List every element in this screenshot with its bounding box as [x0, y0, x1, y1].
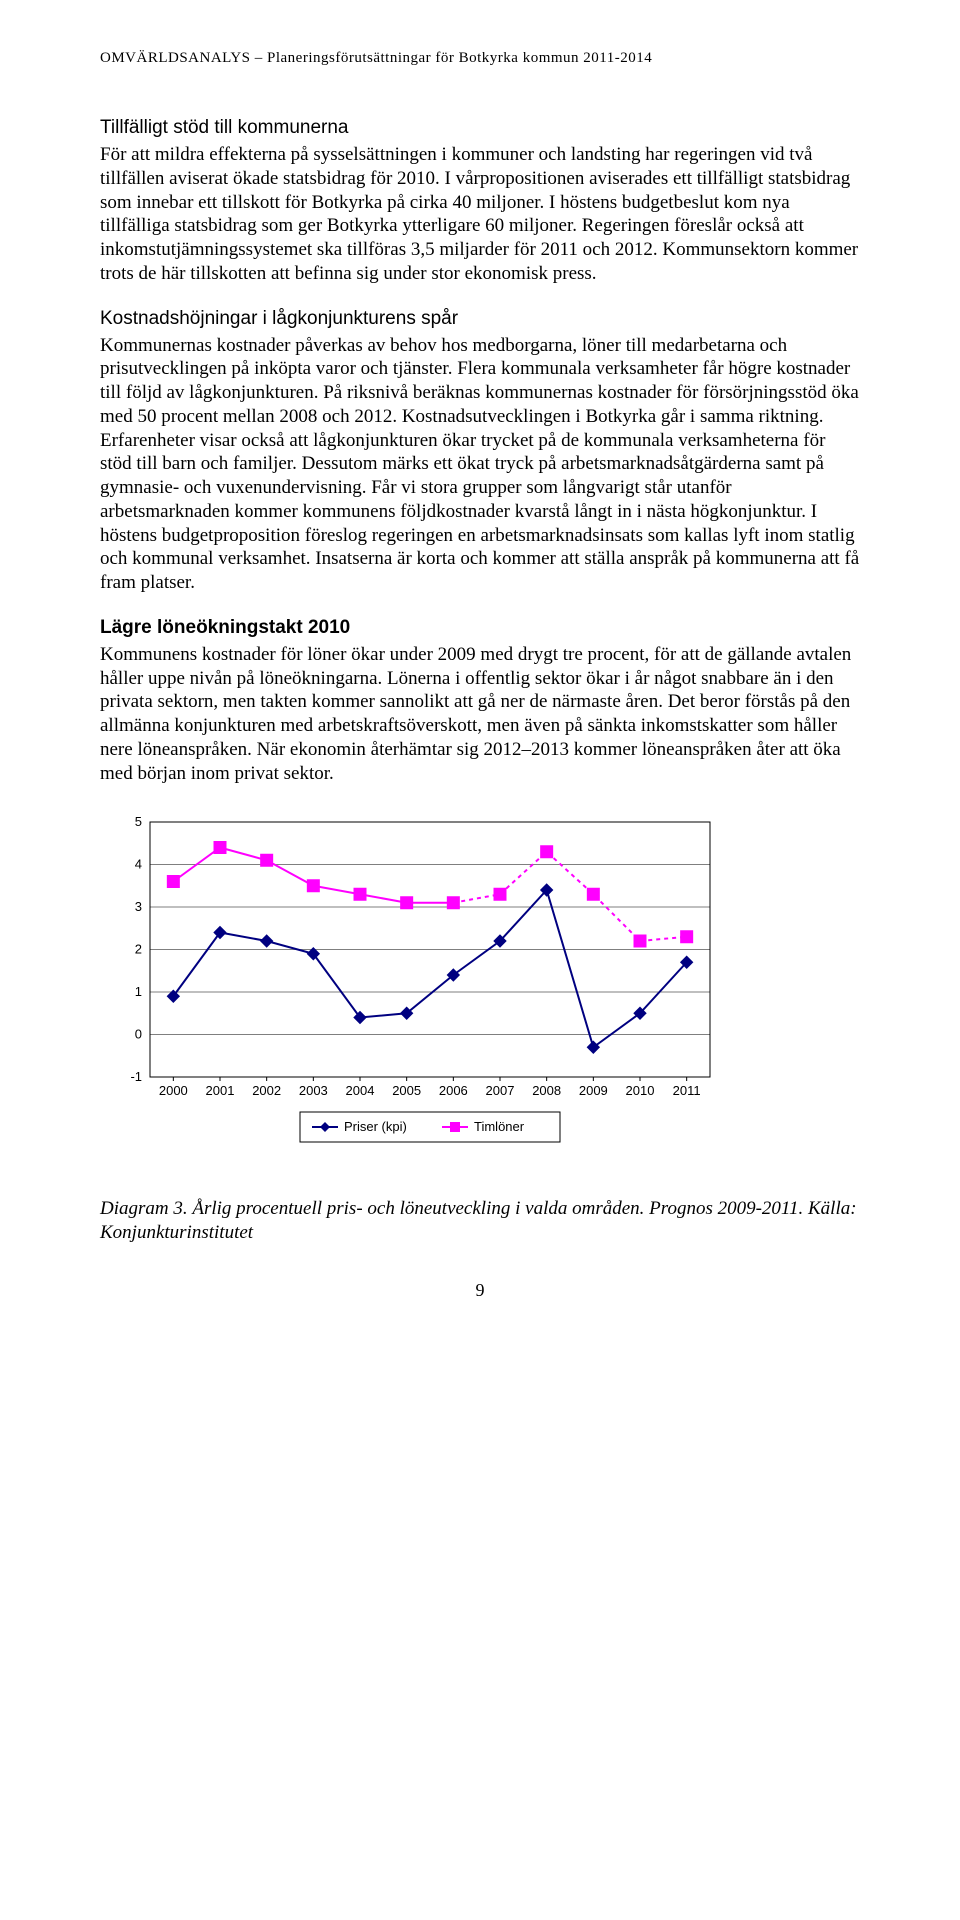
line-chart: -1 0 1 2 3 4 5 2000 2001 2002 2003 2004 2005 2006 2007…: [110, 807, 860, 1172]
document-header: OMVÄRLDSANALYS – Planeringsförutsättning…: [100, 50, 860, 67]
svg-text:2008: 2008: [532, 1083, 561, 1098]
svg-text:2003: 2003: [299, 1083, 328, 1098]
svg-text:2011: 2011: [673, 1083, 701, 1098]
section-title-3: Lägre löneökningstakt 2010: [100, 617, 860, 639]
section-body-2: Kommunernas kostnader påverkas av behov …: [100, 334, 860, 595]
svg-text:2005: 2005: [392, 1083, 421, 1098]
svg-text:5: 5: [135, 814, 142, 829]
svg-text:2007: 2007: [486, 1083, 515, 1098]
svg-text:2009: 2009: [579, 1083, 608, 1098]
svg-text:2006: 2006: [439, 1083, 468, 1098]
svg-text:2002: 2002: [252, 1083, 281, 1098]
chart-caption: Diagram 3. Årlig procentuell pris- och l…: [100, 1197, 860, 1245]
svg-text:2000: 2000: [159, 1083, 188, 1098]
svg-text:-1: -1: [130, 1069, 142, 1084]
svg-text:2004: 2004: [346, 1083, 375, 1098]
svg-text:Priser (kpi): Priser (kpi): [344, 1119, 407, 1134]
section-body-1: För att mildra effekterna på sysselsättn…: [100, 143, 860, 286]
section-body-3: Kommunens kostnader för löner ökar under…: [100, 643, 860, 786]
svg-text:2010: 2010: [626, 1083, 655, 1098]
svg-text:4: 4: [135, 857, 142, 872]
svg-text:1: 1: [135, 984, 142, 999]
section-title-1: Tillfälligt stöd till kommunerna: [100, 117, 860, 139]
svg-text:0: 0: [135, 1027, 142, 1042]
svg-text:Timlöner: Timlöner: [474, 1119, 525, 1134]
svg-text:2001: 2001: [206, 1083, 235, 1098]
svg-text:2: 2: [135, 942, 142, 957]
page-number: 9: [100, 1280, 860, 1301]
section-title-2: Kostnadshöjningar i lågkonjunkturens spå…: [100, 308, 860, 330]
svg-text:3: 3: [135, 899, 142, 914]
